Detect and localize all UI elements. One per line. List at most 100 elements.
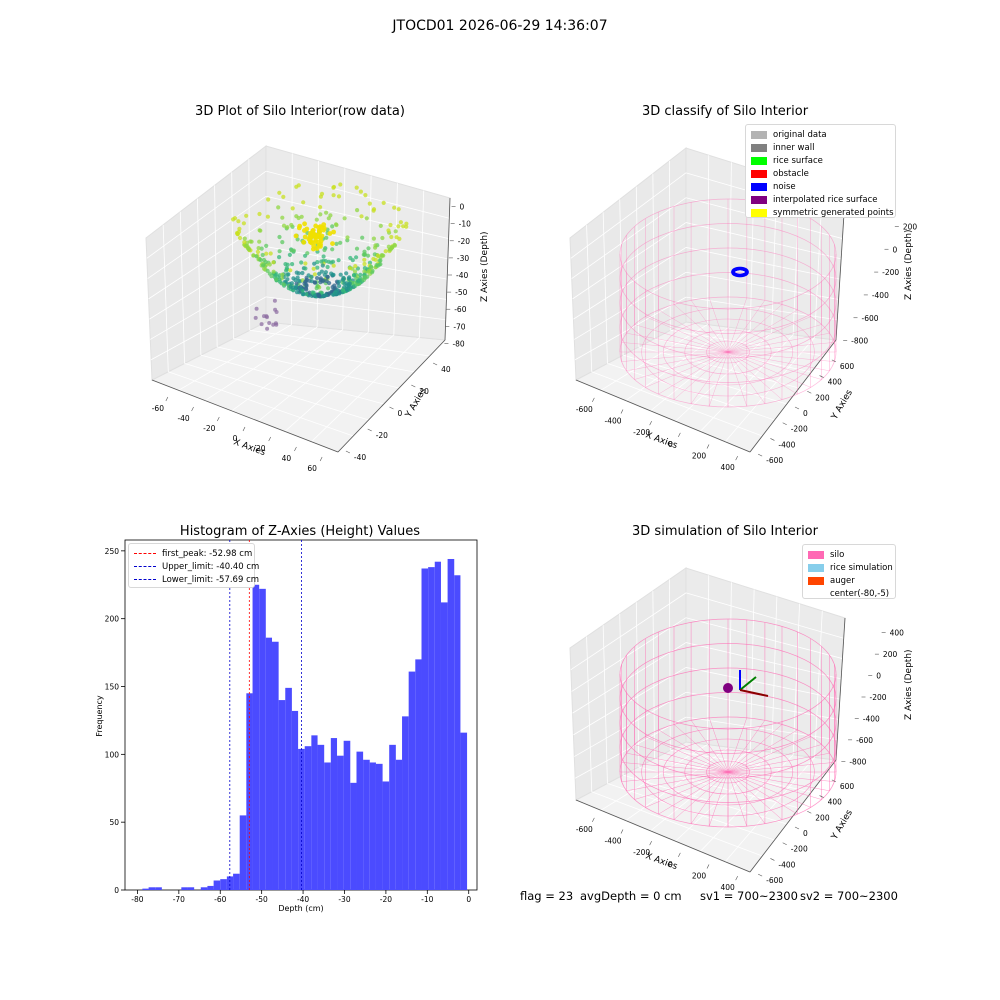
classify-z-label: Z Axies (Depth) — [904, 229, 914, 300]
raw-z-tick-label: -10 — [459, 220, 471, 229]
silo-floor-spoke — [645, 771, 729, 808]
raw-point — [303, 253, 308, 258]
raw-point — [280, 215, 285, 220]
simulation-y-tick-label: -400 — [778, 860, 795, 869]
simulation-z-tick-label: 200 — [883, 650, 898, 659]
raw-point — [367, 201, 372, 206]
simulation-y-tick — [807, 811, 812, 814]
classify-y-tick — [831, 359, 836, 363]
raw-point — [338, 182, 343, 187]
simulation-y-tick-label: 600 — [840, 782, 855, 791]
raw-point — [299, 214, 304, 219]
classify-legend-label: noise — [773, 181, 796, 192]
raw-x-tick-label: 60 — [307, 464, 317, 473]
grid-line — [685, 716, 838, 741]
classify-legend-item: original data — [751, 128, 890, 141]
raw-point — [312, 280, 317, 285]
raw-point — [322, 272, 327, 277]
simulation-3d-plot[interactable]: -600 -400 -200 0 200 400 -600 -400 -200 0 200 400 60… — [500, 500, 1000, 920]
raw-yellow-point — [330, 241, 335, 247]
grid-line — [265, 221, 448, 260]
grid-line — [231, 329, 343, 412]
silo-floor-spoke — [727, 351, 748, 407]
histogram-y-tick-label: 100 — [105, 750, 120, 759]
raw-x-tick — [319, 456, 323, 462]
raw-point — [289, 222, 294, 228]
simulation-x-tick — [706, 864, 710, 869]
grid-line — [217, 346, 400, 389]
raw-point — [288, 268, 293, 273]
histogram-bar — [369, 762, 376, 890]
raw-3d-plot[interactable]: -60 -40 -20 0 20 40 60 -40 -20 0 20 40 0 -10 -20 -30 -40… — [0, 0, 500, 500]
silo-floor-spoke — [727, 351, 822, 380]
raw-point — [331, 272, 336, 277]
grid-line — [699, 334, 794, 432]
raw-point — [315, 265, 320, 270]
grid-line — [419, 190, 425, 338]
raw-point — [378, 223, 383, 228]
noise-point — [745, 269, 749, 274]
simulation-x-tick-label: 0 — [668, 860, 673, 869]
histogram-bar — [343, 740, 351, 890]
grid-line — [148, 221, 267, 300]
raw-point — [261, 263, 266, 268]
raw-point — [304, 277, 309, 282]
raw-point — [303, 266, 308, 271]
grid-line — [149, 246, 267, 320]
silo-floor-spoke — [727, 297, 748, 353]
raw-yellow-point — [331, 229, 336, 235]
raw-point — [256, 246, 261, 251]
raw-point — [380, 235, 385, 241]
raw-point — [311, 266, 316, 271]
raw-point — [321, 254, 326, 259]
raw-y-label: Y Axies — [403, 386, 429, 420]
histogram-bar — [259, 588, 266, 890]
raw-axis-ticks: -60 -40 -20 0 20 40 60 -40 -20 0 20 40 0 -10 -20 -30 -40… — [152, 203, 471, 473]
silo-floor-spoke — [634, 351, 729, 380]
classify-x-tick — [678, 432, 681, 437]
raw-point — [336, 258, 341, 263]
raw-low-point — [272, 298, 277, 303]
silo-floor-spoke — [634, 324, 729, 353]
grid-line — [638, 346, 800, 389]
histogram-bar — [317, 744, 325, 890]
raw-point — [277, 249, 282, 254]
raw-point — [248, 239, 253, 244]
raw-point — [325, 274, 330, 280]
silo-floor-spoke — [645, 736, 729, 773]
status-avg-depth: avgDepth = 0 cm — [580, 889, 682, 903]
raw-point — [389, 234, 394, 240]
raw-point — [324, 278, 329, 284]
grid-line — [591, 371, 763, 437]
grid-line — [792, 603, 800, 755]
simulation-x-tick — [735, 876, 738, 881]
histogram-x-tick-label: 0 — [466, 895, 471, 904]
raw-point — [244, 213, 249, 218]
raw-3d-axes — [145, 144, 451, 453]
silo-floor-spoke — [727, 736, 811, 773]
silo-floor-spoke — [727, 771, 822, 800]
histogram-bar — [330, 738, 338, 890]
raw-y-tick-label: -20 — [376, 431, 388, 440]
raw-point — [344, 271, 349, 276]
raw-point — [319, 269, 324, 274]
histogram-x-tick-label: -80 — [131, 895, 143, 904]
simulation-y-tick — [819, 795, 824, 798]
histogram-x-tick-label: -70 — [173, 895, 185, 904]
simulation-y-tick-label: 200 — [815, 813, 830, 822]
histogram-chart[interactable]: -80 -70 -60 -50 -40 -30 -20 -10 0 0 50 100 150 200 250… — [0, 500, 500, 920]
auger-center-marker — [723, 683, 733, 693]
silo-floor-spoke — [727, 332, 830, 353]
raw-point — [383, 249, 388, 254]
silo-floor-spoke — [727, 752, 830, 773]
silo-floor-spoke — [621, 762, 729, 773]
simulation-x-label: X Axies — [644, 851, 679, 872]
silo-floor-spoke — [727, 324, 822, 353]
raw-point — [259, 246, 264, 251]
histogram-x-tick-label: -50 — [256, 895, 268, 904]
histogram-legend-line — [134, 579, 156, 580]
raw-point — [362, 269, 367, 274]
classify-3d-plot[interactable]: -600 -400 -200 0 200 400 -600 -400 -200 0 200 400 60… — [500, 0, 1000, 500]
raw-low-point — [273, 307, 278, 312]
silo-floor-spoke — [645, 351, 729, 388]
